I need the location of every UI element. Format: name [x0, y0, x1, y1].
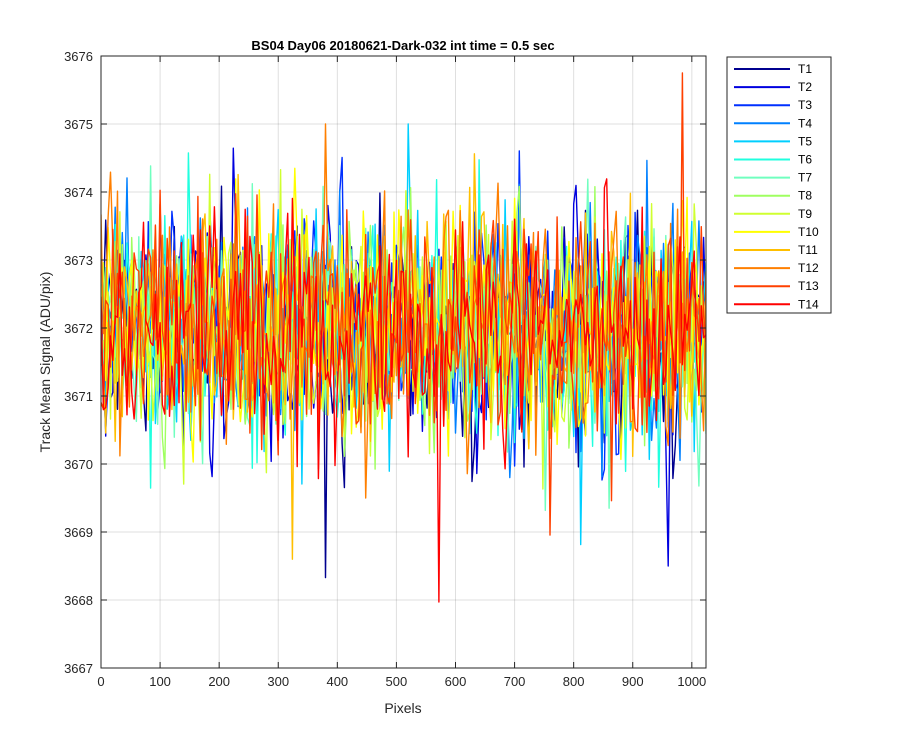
legend-label-t9: T9 — [798, 207, 812, 221]
x-tick-label: 800 — [563, 674, 585, 689]
x-tick-label: 300 — [267, 674, 289, 689]
legend-label-t13: T13 — [798, 279, 819, 293]
y-tick-label: 3667 — [64, 661, 93, 676]
legend-label-t4: T4 — [798, 116, 812, 130]
series-line-t14 — [101, 178, 706, 603]
legend-box — [726, 56, 832, 314]
y-tick-label: 3672 — [64, 321, 93, 336]
legend-label-t11: T11 — [798, 243, 818, 257]
series-layer — [101, 72, 706, 603]
series-line-t12 — [101, 123, 706, 499]
legend-label-t2: T2 — [798, 80, 812, 94]
legend-label-t8: T8 — [798, 189, 812, 203]
x-tick-label: 0 — [97, 674, 104, 689]
legend-label-t1: T1 — [798, 62, 812, 76]
ticks: 0 100 200 300 400 500 600 700 800 900 1000 3667 3668… — [64, 49, 706, 689]
y-tick-label: 3670 — [64, 457, 93, 472]
legend-label-t12: T12 — [798, 261, 819, 275]
y-tick-label: 3675 — [64, 117, 93, 132]
x-tick-label: 500 — [386, 674, 408, 689]
chart-title: BS04 Day06 20180621-Dark-032 int time = … — [251, 38, 554, 53]
legend-label-t14: T14 — [798, 297, 819, 311]
x-tick-label: 200 — [208, 674, 230, 689]
plot-frame — [100, 55, 707, 669]
y-tick-label: 3668 — [64, 593, 93, 608]
y-tick-label: 3676 — [64, 49, 93, 64]
legend-label-t3: T3 — [798, 98, 812, 112]
legend-label-t6: T6 — [798, 153, 812, 167]
x-axis-label: Pixels — [384, 700, 421, 716]
legend-label-t10: T10 — [798, 225, 819, 239]
y-tick-label: 3674 — [64, 185, 93, 200]
legend: T1 T2 T3 T4 T5 T6 T7 T8 T9 T10 T11 T12 T13 T14 — [726, 56, 832, 314]
y-tick-label: 3673 — [64, 253, 93, 268]
x-tick-label: 1000 — [677, 674, 706, 689]
y-axis-label: Track Mean Signal (ADU/pix) — [37, 272, 53, 453]
legend-label-t7: T7 — [798, 171, 812, 185]
y-tick-label: 3669 — [64, 525, 93, 540]
x-tick-label: 600 — [445, 674, 467, 689]
x-tick-label: 900 — [622, 674, 644, 689]
y-tick-label: 3671 — [64, 389, 93, 404]
legend-label-t5: T5 — [798, 134, 812, 148]
x-tick-label: 100 — [149, 674, 171, 689]
x-tick-label: 700 — [504, 674, 526, 689]
x-tick-label: 400 — [326, 674, 348, 689]
